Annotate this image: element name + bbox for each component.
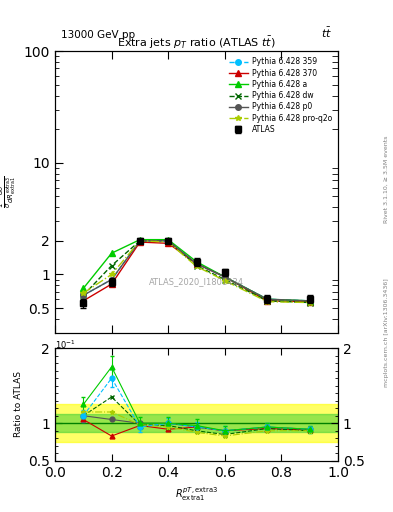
- Bar: [55, 414, 338, 432]
- Pythia 6.428 p0: [81, 292, 86, 298]
- Pythia 6.428 359: [81, 292, 86, 298]
- Pythia 6.428 dw: [222, 276, 227, 283]
- Pythia 6.428 370: [194, 261, 199, 267]
- Text: Rivet 3.1.10, ≥ 3.5M events: Rivet 3.1.10, ≥ 3.5M events: [384, 136, 389, 223]
- Pythia 6.428 dw: [307, 300, 312, 306]
- Line: Pythia 6.428 dw: Pythia 6.428 dw: [81, 238, 312, 305]
- Pythia 6.428 p0: [222, 274, 227, 280]
- Pythia 6.428 p0: [138, 238, 142, 244]
- Pythia 6.428 pro-q2o: [166, 239, 171, 245]
- Text: 13000 GeV pp: 13000 GeV pp: [61, 30, 135, 40]
- Pythia 6.428 a: [307, 298, 312, 304]
- Pythia 6.428 pro-q2o: [194, 263, 199, 269]
- Pythia 6.428 pro-q2o: [307, 300, 312, 306]
- Pythia 6.428 pro-q2o: [109, 271, 114, 278]
- Pythia 6.428 dw: [265, 298, 270, 304]
- Line: Pythia 6.428 p0: Pythia 6.428 p0: [81, 238, 312, 304]
- Pythia 6.428 dw: [166, 238, 171, 244]
- Line: Pythia 6.428 a: Pythia 6.428 a: [81, 237, 312, 304]
- Pythia 6.428 359: [307, 298, 312, 304]
- Y-axis label: $\frac{1}{\sigma}\frac{d\sigma}{dR_{\rm extra1}^{\rm extra3}}$: $\frac{1}{\sigma}\frac{d\sigma}{dR_{\rm …: [0, 176, 18, 208]
- Pythia 6.428 p0: [307, 298, 312, 304]
- Pythia 6.428 a: [194, 259, 199, 265]
- Pythia 6.428 pro-q2o: [222, 278, 227, 284]
- Pythia 6.428 359: [166, 238, 171, 244]
- Pythia 6.428 dw: [81, 292, 86, 298]
- Pythia 6.428 359: [194, 261, 199, 267]
- Pythia 6.428 a: [265, 296, 270, 302]
- Pythia 6.428 p0: [194, 261, 199, 267]
- Pythia 6.428 dw: [109, 263, 114, 269]
- Pythia 6.428 a: [138, 237, 142, 243]
- Bar: [55, 404, 338, 442]
- Pythia 6.428 a: [81, 285, 86, 291]
- Pythia 6.428 a: [222, 274, 227, 280]
- Pythia 6.428 370: [307, 298, 312, 305]
- Pythia 6.428 dw: [194, 263, 199, 269]
- X-axis label: $R_{\rm extra1}^{pT,{\rm extra3}}$: $R_{\rm extra1}^{pT,{\rm extra3}}$: [175, 485, 218, 503]
- Y-axis label: Ratio to ATLAS: Ratio to ATLAS: [14, 372, 23, 437]
- Pythia 6.428 p0: [109, 276, 114, 283]
- Pythia 6.428 370: [166, 240, 171, 246]
- Line: Pythia 6.428 370: Pythia 6.428 370: [81, 239, 312, 305]
- Text: $10^{-1}$: $10^{-1}$: [55, 338, 76, 351]
- Text: $t\bar{t}$: $t\bar{t}$: [321, 26, 332, 40]
- Pythia 6.428 359: [109, 276, 114, 283]
- Text: ATLAS_2020_I1801434: ATLAS_2020_I1801434: [149, 278, 244, 287]
- Pythia 6.428 dw: [138, 238, 142, 244]
- Pythia 6.428 a: [166, 237, 171, 243]
- Pythia 6.428 370: [138, 239, 142, 245]
- Pythia 6.428 370: [265, 298, 270, 304]
- Legend: Pythia 6.428 359, Pythia 6.428 370, Pythia 6.428 a, Pythia 6.428 dw, Pythia 6.42: Pythia 6.428 359, Pythia 6.428 370, Pyth…: [226, 55, 334, 136]
- Pythia 6.428 p0: [265, 296, 270, 302]
- Line: Pythia 6.428 pro-q2o: Pythia 6.428 pro-q2o: [81, 238, 312, 305]
- Pythia 6.428 pro-q2o: [265, 298, 270, 305]
- Pythia 6.428 pro-q2o: [81, 290, 86, 296]
- Pythia 6.428 359: [222, 274, 227, 280]
- Pythia 6.428 a: [109, 250, 114, 257]
- Pythia 6.428 370: [109, 281, 114, 287]
- Title: Extra jets $p_T$ ratio (ATLAS $t\bar{t}$): Extra jets $p_T$ ratio (ATLAS $t\bar{t}$…: [117, 35, 276, 51]
- Text: mcplots.cern.ch [arXiv:1306.3436]: mcplots.cern.ch [arXiv:1306.3436]: [384, 279, 389, 387]
- Pythia 6.428 370: [222, 274, 227, 280]
- Pythia 6.428 370: [81, 298, 86, 304]
- Pythia 6.428 359: [265, 296, 270, 302]
- Line: Pythia 6.428 359: Pythia 6.428 359: [81, 238, 312, 304]
- Pythia 6.428 p0: [166, 238, 171, 244]
- Pythia 6.428 359: [138, 238, 142, 244]
- Pythia 6.428 pro-q2o: [138, 238, 142, 244]
